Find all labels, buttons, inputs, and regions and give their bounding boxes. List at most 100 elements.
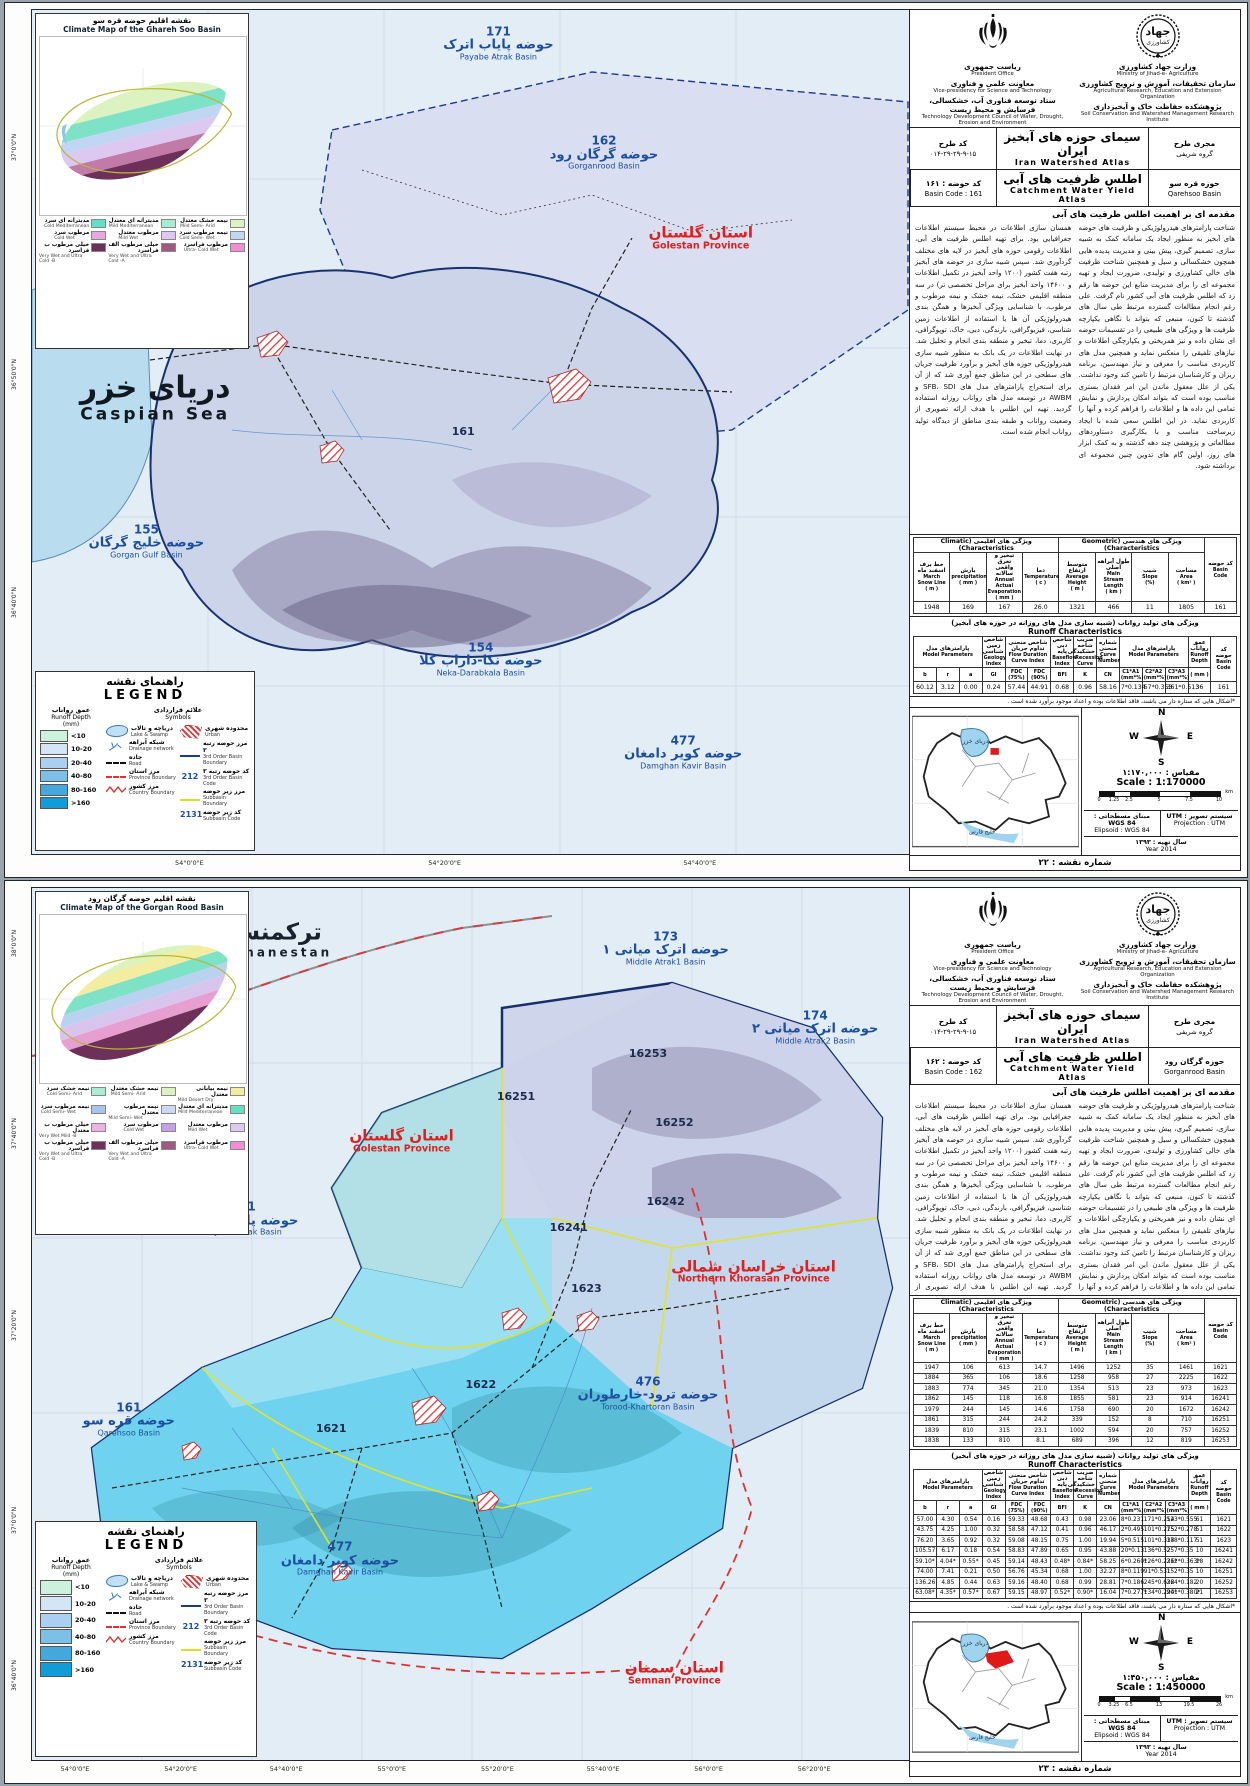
characteristics-table: ویژگی های اقلیمی (Climatic Characteristi… [910,535,1240,617]
runoff-class-swatch [40,743,68,755]
map-label-1621: 1621 [315,1421,347,1435]
legend-class-row: 40-80 [40,770,102,782]
legend-symbol-row: 2131 کد زیر حوضه Subbasin Code [181,1658,243,1672]
symbols-legend: علائم قراردادی Symbols محدوده شهری Urban م… [106,706,250,823]
info-panel: ریاست جمهوری President Office معاونت علم… [909,887,1241,1777]
climate-class-row: مرطوب فراسرد Ultra- Cold Wet [178,1140,245,1162]
lon-tick: 54°0'0"E [175,859,204,867]
legend-symbol-row: مرز حوضه رتبه ۳ 3rd Order Basin Boundary [181,1590,252,1616]
map-label-477: 477 حوضه کویر دامغان Damghan Kavir Basin [280,1539,400,1577]
legend-class-row: 10-20 [40,743,102,755]
table-group-header: پارامترهای مدل Model Parameters شاخص زمین … [913,636,1237,682]
climate-inset: نقشه اقلیم حوضه قره سو Climate Map of th… [35,13,249,349]
runoff-class-swatch [40,797,68,809]
latitude-ticks: 38°0'0"N 37°40'0"N 37°20'0"N 37°0'0"N 36°40'… [11,887,27,1761]
map-canvas-qarehsoo: 171 حوضه پایاب اترک Payabe Atrak Basin 162 ح… [31,9,913,855]
lon-tick: 56°20'0"E [797,1765,831,1773]
code-sample: 2131 [180,810,203,819]
jahad-agriculture-logo-icon: جهاد کشاورزی [1079,890,1236,938]
svg-text:دریای خزر: دریای خزر [962,1640,989,1647]
code-sample: 2131 [181,1660,204,1669]
climate-class-swatch [91,1141,107,1150]
basin-name-cell: حوزه قره سو Qarehsoo Basin [1148,169,1240,206]
code-sample: 212 [181,772,199,781]
table-header: b r a GI FDC (75%) FDC (90%) BFI K CN C1*A1 (mm*%… [913,1500,1237,1515]
climate-class-row: مرطوب معتدل Mild Wet [178,1122,245,1139]
table-row: 105.57 6.17 0.18 0.54 58.83 47.89 0.65 0.95 43.8… [913,1545,1237,1557]
map-label-province: استان سمنان Semnan Province [624,1658,724,1686]
scale-label-en: Scale : 1:450000 [1116,1682,1206,1693]
legend-class-row: >160 [40,797,102,809]
basin-boundary-icon [180,754,200,757]
map-label-161: 161 حوضه قره سو Qarehsoo Basin [82,1400,175,1438]
svg-text:جهاد: جهاد [1145,25,1170,38]
iran-emblem-icon [914,890,1071,938]
legend-symbol-row: مرز حوضه رتبه ۳ 3rd Order Basin Boundary [180,740,250,766]
svg-text:دریای خزر: دریای خزر [962,738,989,745]
runoff-class-swatch [40,783,68,796]
table-row: 1979 244 145 14.6 1758 690 20 1672 16242 [912,1404,1238,1416]
map-label-155: 155 حوضه خلیج گرگان Gorgan Gulf Basin [88,522,205,560]
legend-symbol-row: مرز کشور Country Boundary [106,1633,177,1646]
svg-text:کشاورزی: کشاورزی [1146,917,1170,924]
table-header: خط برف اسفند ماه March Snow Line( m ) بارش… [912,552,1237,602]
table-row: 1948 169 167 26.0 1321 466 11 1805 161 [912,601,1238,614]
map-label-16251: 16251 [496,1090,536,1104]
climate-class-row: نیمه خشک معتدل Mild Semi- Arid [178,218,245,229]
intro-paragraph-right: شناخت پارامترهای هیدرولوژیکی و ظرفیت های… [1078,1102,1236,1295]
map-label-174: 174 حوضه اترک میانی ۲ Middle Atrak2 Basin [751,1008,879,1046]
basin-map-drawing [32,10,912,854]
climate-class-row: مرطوب فراسرد Ultra- Cold Wet [178,242,245,264]
table-header: b r a GI FDC (75%) FDC (90%) BFI K CN C1*A1 (mm*%… [913,667,1237,682]
legend-symbol-row: جاده Road [106,754,176,767]
intro-paragraph-left: همسان سازی اطلاعات در محیط سیستم اطلاعات… [915,1102,1072,1295]
svg-text:خلیج فارس: خلیج فارس [969,829,996,835]
runoff-depth-legend: عمق رواناب Runoff Depth (mm) <10 10-20 20-… [40,1556,102,1679]
map-label-16252: 16252 [655,1116,694,1130]
legend-symbol-row: محدوده شهری Urban [180,724,250,739]
climate-class-row: نیمه مرطوب سرد Cold Semi- Wet [178,230,245,241]
climate-class-swatch [230,1087,245,1096]
runoff-class-swatch [40,1629,72,1644]
inset-title-fa: نقشه اقلیم حوضه گرگان رود [88,894,196,903]
country-boundary-icon [106,1635,126,1644]
climate-class-row: مرطوب معتدل Mild Wet [108,230,176,241]
president-office-block: ریاست جمهوری President Office معاونت علم… [910,890,1075,1004]
climate-class-swatch [91,1105,107,1114]
map-labels: 171 حوضه پایاب اترک Payabe Atrak Basin 162 ح… [32,10,912,854]
inset-title-en: Climate Map of the Gorgan Rood Basin [60,903,224,912]
basin-code-cell: کد حوضه : ۱۶۲ Basin Code : 162 [910,1047,996,1084]
executor-cell: مجری طرح گروه شریفی [1148,128,1240,169]
longitude-ticks: 54°0'0"E 54°20'0"E 54°40'0"E [31,857,911,871]
climate-class-row: خیلی مرطوب الف فراسرد Very Wet and Ultra … [108,242,176,264]
iran-locator-map: دریای خزر خلیج فارس [910,1613,1082,1761]
legend-class-row: 80-160 [40,1645,102,1661]
table-row: 136.26 4.85 0.44 0.63 59.16 48.40 0.68 0.99 28.8… [913,1577,1237,1589]
datum-row: مبنای مسطحاتی : WGS 84 Elipsoid : WGS 84 … [1084,1715,1238,1741]
lat-tick: 38°0'0"N [11,929,18,957]
intro-text: مقدمه ای بر اهمیت اطلس ظرفیت های آبی شنا… [910,1085,1240,1296]
climate-class-swatch [160,1141,176,1150]
climate-class-swatch [230,1105,245,1114]
legend-symbol-row: 2131 کد زیر حوضه Subbasin Code [180,808,242,822]
climate-legend: نیمه بیابانی معتدل Mild Desert Dry نیمه خش… [39,1086,245,1162]
table-row: 74.00 7.41 0.21 0.50 56.76 45.34 0.68 1.00 32.27… [913,1566,1237,1578]
legend-symbol-row: 212 کد حوضه رتبه ۳ 3rd Order Basin Code [182,1617,251,1637]
climate-class-swatch [230,1141,245,1150]
sheet-number: شماره نقشه : ۲۲ [1038,858,1112,868]
lon-tick: 55°20'0"E [480,1765,514,1773]
map-label-161: 161 [451,424,475,438]
climate-class-row: نیمه مرطوب معتدل Mild Semi- Wet [108,1104,176,1121]
project-info: کد طرح ۰۱۴-۲۹-۲۹-۹-۱۵ سیمای حوزه های آبخ… [910,1006,1240,1085]
climate-class-row: مرطوب سرد Cold Wet [39,230,107,241]
table-row: 43.75 4.25 1.00 0.32 58.58 47.12 0.41 0.96 46.17… [913,1524,1237,1536]
legend-symbol-row: شبکه آبراهه Drainage network [106,1589,177,1602]
legend-symbol-row: محدوده شهری Urban [181,1574,252,1589]
intro-paragraph-right: شناخت پارامترهای هیدرولوژیکی و ظرفیت های… [1078,224,1236,470]
map-label-16242: 16242 [646,1194,685,1208]
runoff-class-swatch [40,1645,72,1661]
climate-class-swatch [230,243,245,252]
scale-bar: 0 3.25 6.5 13 19.5 26 km [1097,1694,1233,1708]
